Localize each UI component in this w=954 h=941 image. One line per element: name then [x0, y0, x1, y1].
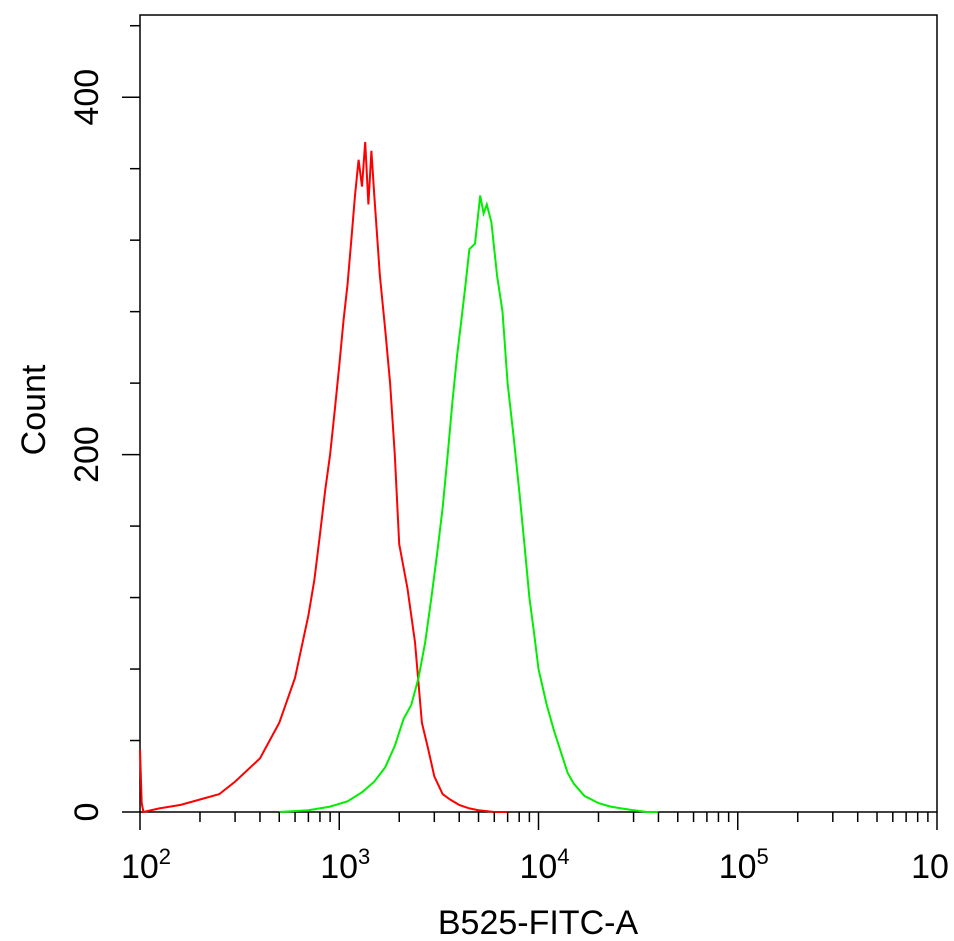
y-tick-label: 400: [68, 69, 106, 126]
x-tick-label: 10: [911, 848, 949, 886]
histogram-series-2: [279, 195, 659, 813]
x-tick-label: 104: [519, 844, 569, 886]
plot-frame: [139, 14, 938, 813]
y-tick-label: 0: [68, 803, 106, 822]
x-axis-ticks: 102 103 104 105 10: [121, 812, 949, 886]
y-tick-label: 200: [68, 426, 106, 483]
x-axis-title: B525-FITC-A: [438, 904, 639, 941]
x-tick-label: 105: [719, 844, 769, 886]
x-tick-label: 102: [121, 844, 171, 886]
x-tick-label: 103: [320, 844, 370, 886]
histogram-series-1: [139, 141, 508, 814]
y-axis-ticks: 0 200 400: [68, 24, 140, 822]
y-axis-title: Count: [15, 364, 53, 455]
series-layer: [139, 141, 659, 814]
